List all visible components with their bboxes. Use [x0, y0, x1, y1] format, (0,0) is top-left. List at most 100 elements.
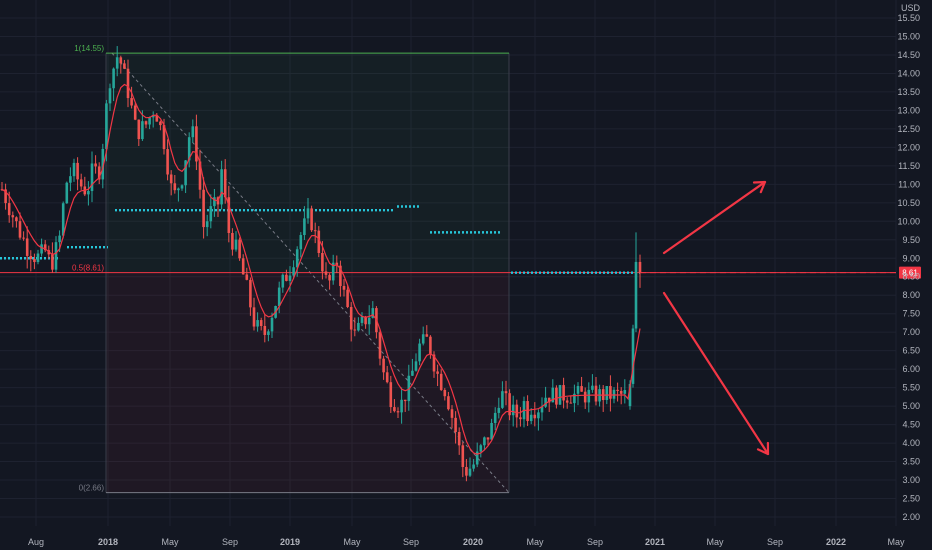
candle-body: [277, 287, 281, 306]
candle-body: [220, 169, 223, 205]
candle-body: [580, 386, 583, 392]
y-tick-label: 2.50: [902, 494, 920, 504]
candle-body: [213, 197, 216, 207]
candle-body: [529, 414, 533, 422]
x-tick-label: Aug: [28, 537, 44, 547]
candle-body: [317, 230, 321, 253]
candle-body: [623, 390, 627, 394]
candle-body: [367, 317, 371, 325]
x-tick-label: Sep: [403, 537, 419, 547]
candle-body: [450, 409, 454, 418]
candle-body: [4, 189, 7, 204]
candle-body: [241, 258, 245, 275]
candle-body: [638, 261, 642, 273]
candle-body: [439, 373, 443, 390]
candle-body: [256, 320, 259, 327]
candle-body: [162, 125, 166, 150]
y-tick-label: 6.50: [902, 346, 920, 356]
candle-body: [628, 383, 632, 407]
candle-body: [173, 183, 177, 191]
y-tick-label: 13.00: [897, 105, 920, 115]
candle-body: [15, 217, 18, 222]
y-tick-label: 4.00: [902, 438, 920, 448]
candle-body: [378, 332, 382, 359]
candle-body: [385, 372, 389, 383]
candle-body: [396, 411, 400, 413]
candle-body: [281, 274, 285, 288]
candle-body: [465, 467, 468, 476]
candle-body: [259, 320, 263, 326]
y-tick-label: 8.50: [902, 272, 920, 282]
candle-body: [443, 389, 447, 397]
y-tick-label: 14.00: [897, 68, 920, 78]
candle-body: [612, 389, 616, 399]
candle-body: [457, 432, 461, 446]
y-tick-label: 15.50: [897, 13, 920, 23]
candle-body: [429, 336, 432, 355]
candle-body: [22, 237, 25, 239]
y-tick-label: 11.00: [898, 179, 920, 189]
fib-level-label: 0(2.66): [79, 484, 105, 493]
candle-body: [321, 252, 324, 272]
candle-body: [87, 191, 90, 195]
candle-body: [133, 105, 137, 120]
candle-body: [51, 254, 54, 270]
x-tick-label: May: [706, 537, 724, 547]
price-axis[interactable]: 2.00 2.50 3.00 3.50 4.00 4.50 5.00 5.50 6.00 6.50…: [897, 13, 920, 522]
candle-body: [130, 98, 133, 106]
candle-body: [227, 197, 231, 233]
candle-body: [123, 63, 126, 69]
candle-body: [205, 221, 209, 228]
candle-body: [403, 399, 407, 402]
candle-body: [36, 253, 40, 263]
candle-body: [634, 261, 638, 329]
candle-body: [105, 103, 108, 149]
x-tick-label: Sep: [587, 537, 603, 547]
candle-body: [411, 370, 414, 376]
candle-body: [551, 387, 555, 403]
candle-body: [310, 208, 313, 231]
candle-body: [112, 68, 115, 89]
candle-body: [619, 390, 623, 394]
y-tick-label: 8.00: [902, 290, 920, 300]
candle-body: [537, 412, 540, 419]
candle-body: [267, 331, 270, 335]
y-tick-label: 13.50: [897, 87, 920, 97]
candle-body: [306, 208, 310, 219]
y-tick-label: 4.50: [902, 420, 920, 430]
candle-body: [421, 334, 425, 344]
candle-body: [605, 386, 609, 401]
candle-body: [504, 391, 508, 394]
candle-body: [490, 422, 493, 440]
candle-body: [616, 389, 619, 391]
candle-body: [501, 391, 504, 408]
candle-body: [177, 188, 180, 191]
candle-body: [61, 203, 65, 236]
candle-body: [389, 382, 393, 408]
candle-body: [486, 437, 490, 440]
candle-body: [342, 285, 346, 290]
candle-body: [288, 275, 292, 281]
candle-body: [54, 242, 58, 270]
candle-body: [270, 317, 274, 332]
candle-body: [631, 328, 635, 384]
candle-body: [43, 244, 47, 251]
candle-body: [159, 121, 162, 126]
candle-body: [231, 232, 234, 250]
moving-average: [1, 83, 641, 455]
candle-body: [58, 235, 61, 243]
currency-label: USD: [901, 3, 921, 13]
candle-body: [533, 414, 537, 419]
candle-body: [425, 334, 429, 337]
candle-body: [202, 189, 205, 228]
candle-body: [25, 238, 29, 256]
candle-body: [126, 68, 130, 99]
time-axis[interactable]: Aug 2018 May Sep 2019 May Sep 2020 May Sep 2021 May…: [28, 537, 905, 547]
candle-body: [76, 162, 79, 180]
x-tick-label: May: [887, 537, 905, 547]
projection-arrows: [662, 180, 770, 456]
candle-body: [475, 451, 479, 465]
candle-body: [285, 274, 288, 281]
x-tick-label: 2020: [463, 537, 483, 547]
